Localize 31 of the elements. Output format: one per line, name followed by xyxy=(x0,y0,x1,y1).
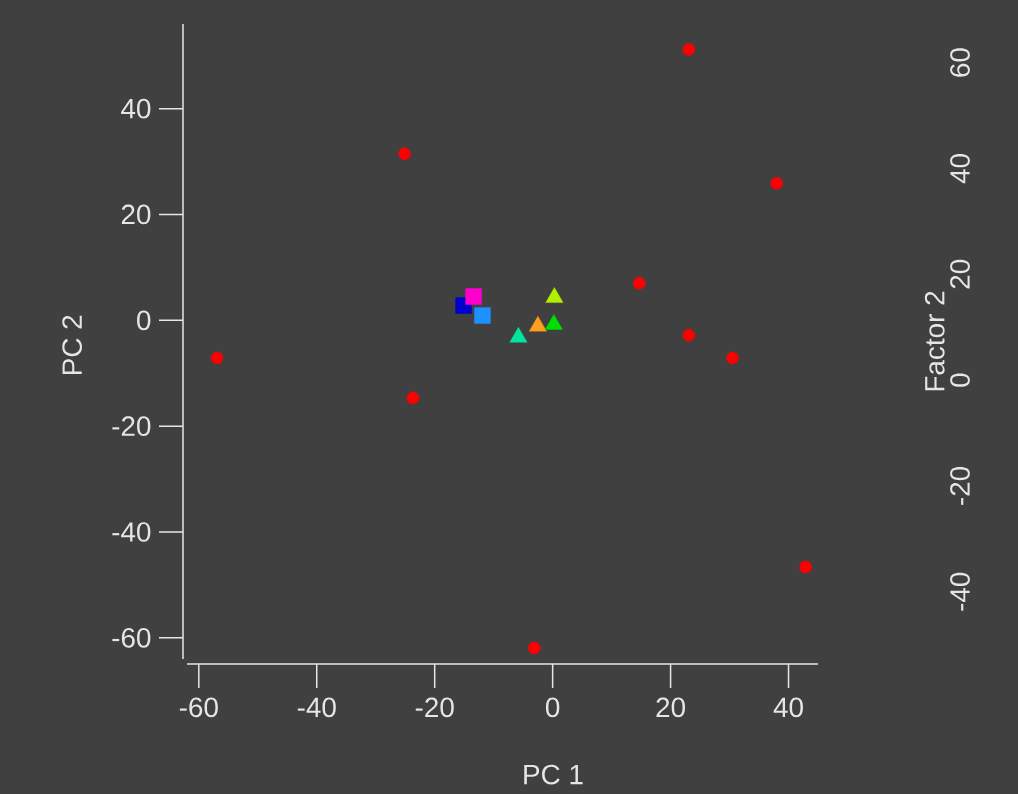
point xyxy=(799,560,812,574)
point xyxy=(682,328,696,342)
point xyxy=(528,641,541,655)
y-axis-title: PC 2 xyxy=(62,315,83,375)
y2-tick-label: -20 xyxy=(950,466,970,505)
y2-axis-title: Factor 2 xyxy=(924,291,945,391)
y2-tick-label: 40 xyxy=(950,154,970,184)
x-tick-label: 0 xyxy=(545,697,560,718)
point xyxy=(398,147,411,160)
x-axis-title: PC 1 xyxy=(524,764,583,785)
point xyxy=(726,351,739,365)
y2-tick-label: 60 xyxy=(950,48,970,77)
point xyxy=(406,391,420,405)
y-tick-label: 40 xyxy=(121,98,151,119)
x-tick-label: 40 xyxy=(773,697,803,718)
point xyxy=(210,351,224,365)
x-tick-label: -60 xyxy=(179,697,218,718)
point xyxy=(633,277,646,290)
y-tick-label: -20 xyxy=(112,416,151,437)
y-tick-label: -40 xyxy=(112,522,151,542)
y2-tick-label: 0 xyxy=(950,373,970,387)
point xyxy=(770,177,783,190)
point xyxy=(682,43,696,56)
y-tick-label: 0 xyxy=(137,310,151,331)
y2-tick-label: 20 xyxy=(950,259,970,289)
y-tick-label: -60 xyxy=(112,627,151,648)
x-tick-label: 20 xyxy=(656,697,685,718)
x-tick-label: -20 xyxy=(415,697,454,718)
x-tick-label: -40 xyxy=(297,697,336,718)
y-tick-label: 20 xyxy=(121,204,151,225)
y2-tick-label: -40 xyxy=(950,572,970,611)
